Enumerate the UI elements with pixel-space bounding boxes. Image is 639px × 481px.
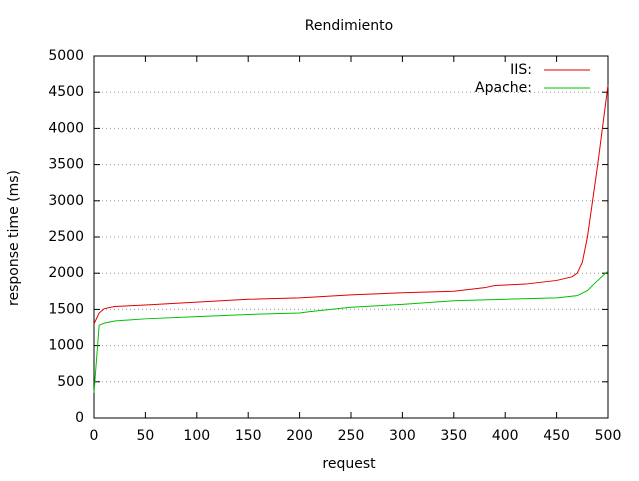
y-tick-label: 1000 (48, 338, 84, 354)
x-tick-label: 450 (543, 428, 570, 444)
x-tick-label: 400 (492, 428, 519, 444)
y-tick-label: 1500 (48, 301, 84, 317)
x-tick-label: 0 (90, 428, 99, 444)
chart-title: Rendimiento (305, 18, 393, 34)
x-tick-label: 50 (136, 428, 154, 444)
x-axis-label: request (322, 456, 376, 472)
x-tick-label: 200 (286, 428, 313, 444)
y-tick-label: 500 (57, 374, 84, 390)
x-tick-label: 100 (183, 428, 210, 444)
y-tick-label: 5000 (48, 48, 84, 64)
x-tick-label: 300 (389, 428, 416, 444)
y-tick-label: 0 (75, 410, 84, 426)
x-tick-label: 350 (440, 428, 467, 444)
y-tick-label: 3500 (48, 157, 84, 173)
legend-label: IIS: (510, 62, 532, 78)
plot-frame (93, 55, 609, 419)
y-tick-label: 2000 (48, 265, 84, 281)
y-tick-label: 2500 (48, 229, 84, 245)
legend-label: Apache: (475, 80, 532, 96)
x-tick-label: 150 (235, 428, 262, 444)
y-tick-label: 4500 (48, 84, 84, 100)
x-tick-label: 500 (595, 428, 622, 444)
y-tick-label: 4000 (48, 120, 84, 136)
y-axis-label: response time (ms) (6, 170, 22, 306)
series-line (93, 270, 609, 393)
series-line (93, 84, 609, 325)
x-tick-label: 250 (338, 428, 365, 444)
y-tick-label: 3000 (48, 193, 84, 209)
